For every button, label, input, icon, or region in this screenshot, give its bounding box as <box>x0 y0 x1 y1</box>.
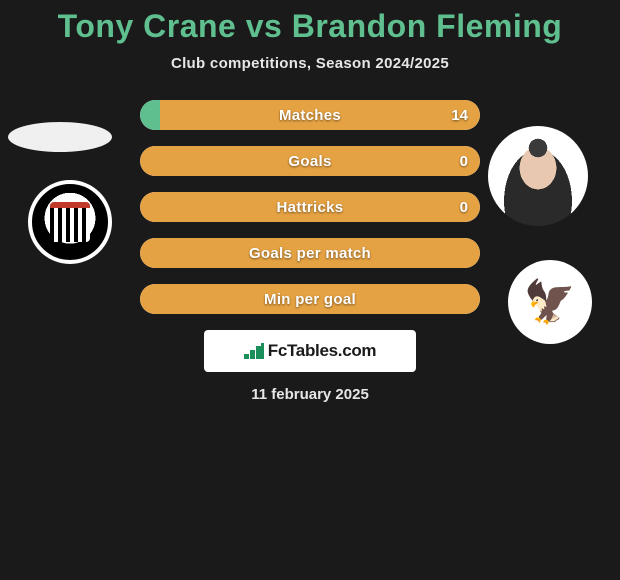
stat-label: Min per goal <box>140 284 480 314</box>
stat-label: Goals per match <box>140 238 480 268</box>
fctables-logo-icon <box>244 343 264 359</box>
subtitle: Club competitions, Season 2024/2025 <box>0 55 620 72</box>
stat-bar: Goals per match <box>140 238 480 268</box>
stat-bar: Goals0 <box>140 146 480 176</box>
stat-value-right: 14 <box>451 100 468 130</box>
brand-badge: FcTables.com <box>204 330 416 372</box>
stat-label: Goals <box>140 146 480 176</box>
date-label: 11 february 2025 <box>0 386 620 403</box>
stat-label: Matches <box>140 100 480 130</box>
stat-bar: Matches14 <box>140 100 480 130</box>
stat-label: Hattricks <box>140 192 480 222</box>
stat-bar: Hattricks0 <box>140 192 480 222</box>
stats-container: Matches14Goals0Hattricks0Goals per match… <box>70 100 550 314</box>
page-title: Tony Crane vs Brandon Fleming <box>0 8 620 45</box>
stat-value-right: 0 <box>460 146 468 176</box>
brand-text: FcTables.com <box>268 341 377 361</box>
stat-value-right: 0 <box>460 192 468 222</box>
stat-bar: Min per goal <box>140 284 480 314</box>
